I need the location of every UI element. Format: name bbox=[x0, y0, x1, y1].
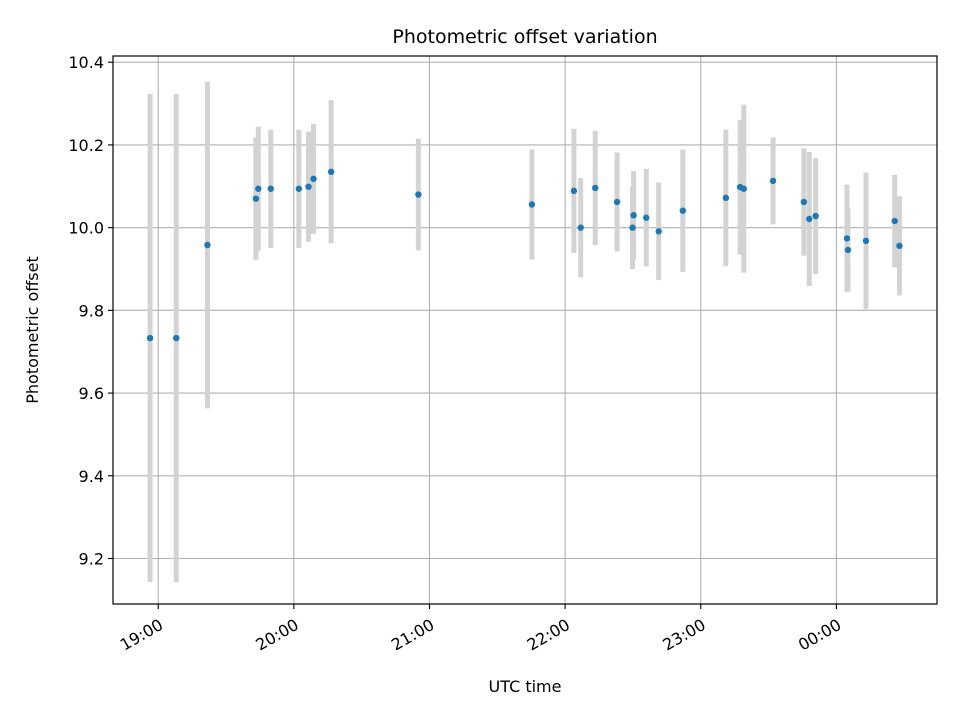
data-point bbox=[252, 195, 260, 202]
data-point bbox=[843, 235, 851, 242]
y-tick-label: 10.2 bbox=[68, 136, 104, 155]
y-tick-label: 10.4 bbox=[68, 53, 104, 72]
data-point bbox=[679, 207, 687, 214]
data-point bbox=[891, 217, 898, 225]
data-point bbox=[204, 241, 211, 249]
data-point bbox=[643, 214, 650, 221]
data-points bbox=[146, 168, 903, 342]
data-point bbox=[528, 201, 536, 208]
y-tick-label: 9.6 bbox=[79, 384, 104, 403]
chart-title: Photometric offset variation bbox=[392, 26, 657, 48]
y-axis-title: Photometric offset bbox=[23, 256, 42, 404]
y-tick-label: 9.8 bbox=[79, 301, 104, 320]
data-point bbox=[310, 175, 317, 183]
data-point bbox=[629, 224, 636, 231]
x-axis-title: UTC time bbox=[489, 677, 562, 696]
data-point bbox=[267, 185, 274, 192]
y-tick-label: 10.0 bbox=[68, 219, 104, 238]
data-point bbox=[577, 224, 584, 231]
data-point bbox=[255, 185, 262, 192]
data-point bbox=[146, 334, 154, 342]
data-point bbox=[806, 215, 813, 223]
data-point bbox=[570, 187, 578, 195]
data-point bbox=[800, 198, 808, 206]
y-tick-label: 9.4 bbox=[79, 467, 104, 486]
data-point bbox=[812, 212, 819, 220]
data-point bbox=[305, 183, 312, 190]
data-point bbox=[722, 194, 730, 202]
data-point bbox=[862, 237, 870, 245]
data-point bbox=[769, 177, 777, 185]
data-point bbox=[613, 198, 621, 206]
data-point bbox=[896, 242, 903, 250]
data-point bbox=[415, 191, 422, 198]
data-point bbox=[327, 168, 335, 176]
data-point bbox=[173, 334, 180, 342]
y-axis: 9.2 9.4 9.6 9.8 10.0 10.2 10.4 bbox=[68, 53, 113, 569]
data-point bbox=[295, 185, 303, 192]
data-point bbox=[655, 228, 662, 235]
data-point bbox=[592, 184, 599, 192]
data-point bbox=[740, 185, 747, 192]
data-point bbox=[844, 246, 852, 254]
y-tick-label: 9.2 bbox=[79, 550, 104, 569]
plot-frame bbox=[112, 55, 938, 605]
data-point bbox=[630, 212, 637, 219]
grid bbox=[113, 56, 937, 604]
